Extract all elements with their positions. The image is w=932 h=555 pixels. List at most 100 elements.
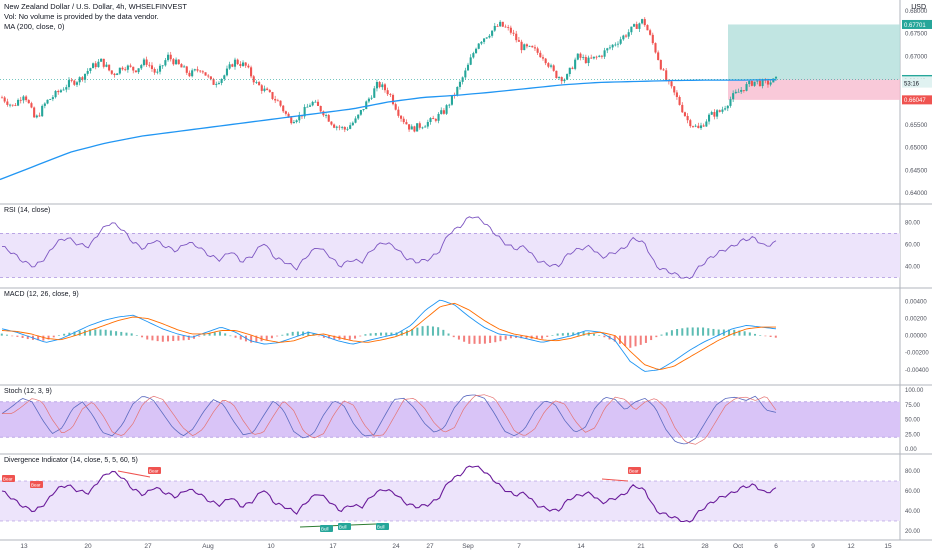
macd-histogram-bar bbox=[364, 334, 367, 336]
candle-body bbox=[110, 70, 113, 74]
candle-body bbox=[217, 82, 220, 84]
y-tick-label: 0.00000 bbox=[905, 334, 927, 340]
candle-body bbox=[177, 59, 180, 65]
macd-histogram-bar bbox=[42, 335, 45, 341]
candle-body bbox=[413, 126, 416, 132]
candle-body bbox=[753, 81, 756, 86]
candle-body bbox=[517, 40, 520, 42]
macd-histogram-bar bbox=[359, 335, 362, 337]
macd-histogram-bar bbox=[276, 335, 279, 337]
macd-histogram-bar bbox=[255, 335, 258, 342]
macd-histogram-bar bbox=[0, 333, 3, 336]
candle-body bbox=[258, 82, 261, 86]
candle-body bbox=[233, 59, 237, 67]
candle-body bbox=[718, 110, 721, 112]
macd-histogram-bar bbox=[644, 335, 647, 343]
candle-body bbox=[691, 126, 695, 127]
candle-body bbox=[319, 105, 322, 112]
macd-histogram-bar bbox=[94, 329, 97, 336]
macd-histogram-bar bbox=[764, 335, 767, 337]
macd-histogram-bar bbox=[302, 331, 305, 336]
candle-body bbox=[587, 57, 590, 64]
macd-histogram-bar bbox=[509, 335, 512, 339]
candle-body bbox=[646, 25, 649, 31]
candle-body bbox=[702, 125, 705, 127]
candle-body bbox=[541, 57, 545, 59]
macd-histogram-bar bbox=[120, 331, 123, 336]
candle-body bbox=[614, 44, 617, 46]
bear-tag-bg bbox=[30, 481, 43, 488]
y-tick-label: -0.00200 bbox=[905, 351, 929, 357]
candle-body bbox=[504, 26, 507, 28]
candle-body bbox=[225, 68, 229, 76]
candle-body bbox=[488, 35, 491, 38]
bear-tag: Bear bbox=[3, 477, 13, 482]
macd-histogram-bar bbox=[21, 335, 24, 338]
candle-body bbox=[726, 105, 729, 109]
candle-body bbox=[362, 109, 365, 111]
macd-histogram-bar bbox=[733, 329, 736, 336]
candle-body bbox=[59, 90, 62, 93]
candle-body bbox=[169, 54, 172, 60]
bear-tag: Bear bbox=[149, 469, 159, 474]
bear-divergence-line bbox=[601, 478, 629, 482]
candle-body bbox=[137, 68, 140, 73]
candle-body bbox=[641, 19, 644, 24]
macd-histogram-bar bbox=[473, 335, 476, 344]
macd-histogram-bar bbox=[686, 327, 689, 336]
macd-histogram-bar bbox=[130, 333, 133, 336]
macd-histogram-bar bbox=[655, 335, 658, 338]
candle-body bbox=[268, 90, 271, 93]
candle-body bbox=[57, 90, 60, 93]
bull-tag: Bull bbox=[377, 525, 385, 530]
candle-body bbox=[150, 65, 154, 69]
candle-body bbox=[142, 59, 145, 66]
macd-histogram-bar bbox=[374, 332, 377, 336]
y-tick-label: 25.00 bbox=[905, 432, 921, 438]
candle-body bbox=[188, 72, 191, 77]
macd-histogram-bar bbox=[520, 335, 523, 339]
candle-body bbox=[442, 110, 445, 114]
candle-body bbox=[86, 70, 89, 74]
macd-histogram-bar bbox=[754, 333, 757, 336]
candle-body bbox=[665, 70, 668, 81]
candle-body bbox=[448, 104, 451, 106]
candle-body bbox=[129, 65, 132, 67]
candle-body bbox=[397, 109, 400, 116]
candle-body bbox=[132, 66, 135, 71]
candle-body bbox=[675, 92, 678, 97]
candle-body bbox=[367, 98, 370, 102]
macd-histogram-bar bbox=[37, 335, 40, 341]
stoch-d-line bbox=[2, 394, 777, 445]
candle-body bbox=[729, 99, 732, 106]
y-tick-label: 0.65500 bbox=[905, 122, 928, 129]
macd-histogram-bar bbox=[328, 335, 331, 339]
macd-histogram-bar bbox=[187, 335, 190, 340]
macd-histogram-bar bbox=[265, 335, 268, 341]
candle-body bbox=[456, 86, 459, 96]
y-tick-label: 0.64500 bbox=[905, 167, 928, 174]
candle-body bbox=[600, 55, 603, 57]
macd-histogram-bar bbox=[312, 333, 315, 336]
candle-body bbox=[183, 66, 186, 68]
macd-histogram-bar bbox=[369, 333, 372, 336]
candle-body bbox=[298, 114, 301, 121]
candle-body bbox=[241, 62, 245, 67]
bull-tag: Bull bbox=[321, 527, 329, 532]
macd-histogram-bar bbox=[63, 333, 66, 336]
bull-tag: Bull bbox=[339, 525, 347, 530]
candle-body bbox=[156, 71, 159, 73]
candle-body bbox=[62, 89, 65, 91]
macd-histogram-bar bbox=[239, 335, 242, 340]
candle-body bbox=[33, 107, 36, 118]
candle-body bbox=[303, 107, 306, 117]
candle-body bbox=[421, 127, 424, 129]
candle-body bbox=[547, 63, 550, 67]
candle-body bbox=[333, 124, 336, 128]
stop-price-label: 0.66047 bbox=[904, 98, 926, 104]
macd-histogram-bar bbox=[172, 335, 175, 342]
candle-body bbox=[14, 105, 17, 106]
candle-body bbox=[472, 53, 475, 58]
candle-body bbox=[223, 75, 226, 80]
